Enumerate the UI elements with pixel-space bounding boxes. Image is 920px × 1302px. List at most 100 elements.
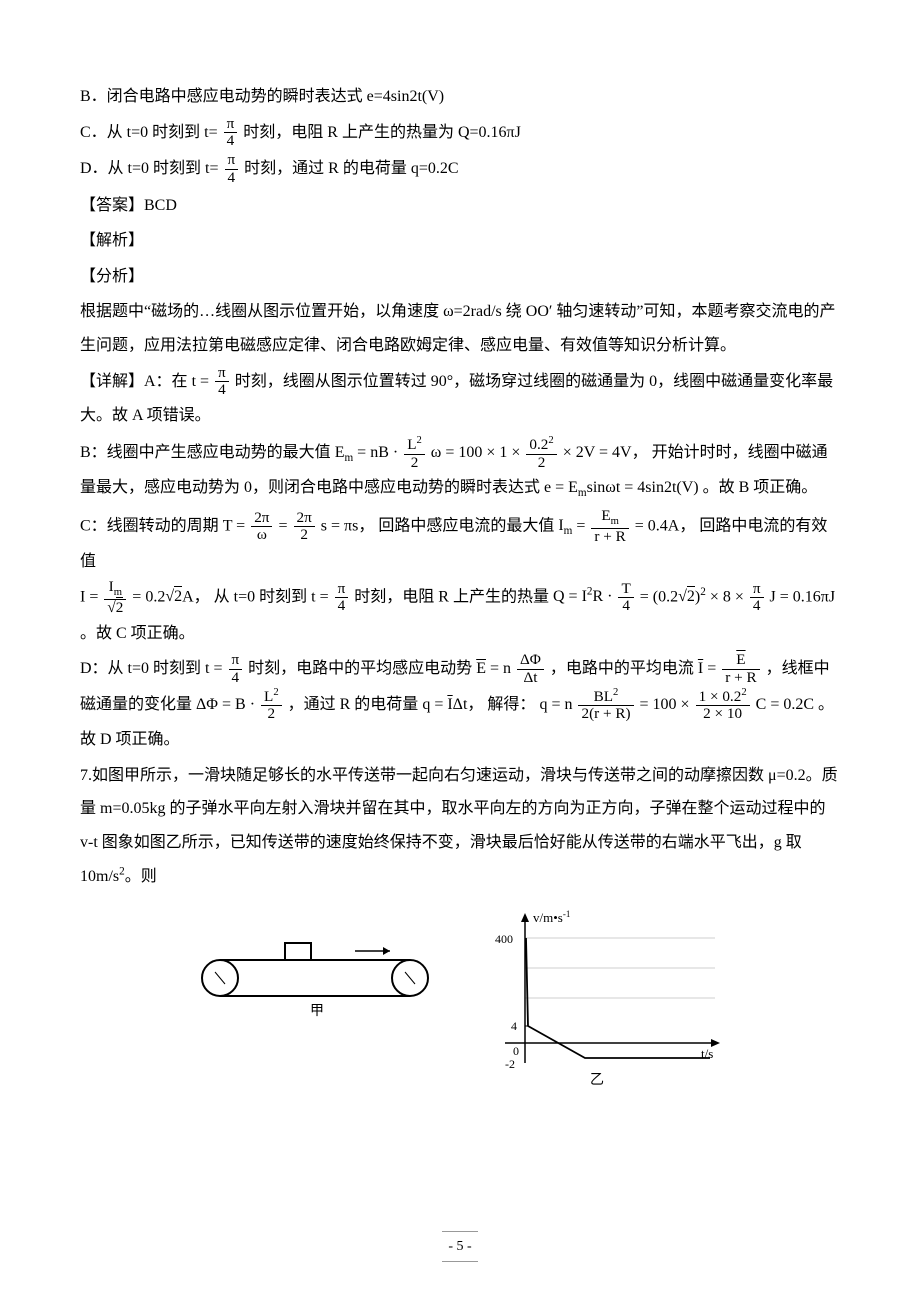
text: = 0.4A， xyxy=(635,517,696,534)
text: 7.如图甲所示，一滑块随足够长的水平传送带一起向右匀速运动，滑块与传送带之间的动… xyxy=(80,767,838,885)
text: 解得： xyxy=(487,696,535,713)
frac-2pi-2: 2π 2 xyxy=(294,510,315,544)
text: Δt， xyxy=(453,696,484,713)
text: s = πs， xyxy=(321,517,375,534)
num: 1 × 0.22 xyxy=(696,687,750,707)
frac-pi-4: π 4 xyxy=(229,652,243,686)
e-expr: e = Emsinωt = 4sin2t(V) xyxy=(544,479,699,496)
num: π xyxy=(225,152,239,170)
den: 4 xyxy=(618,598,633,615)
eq: = nB · xyxy=(357,444,402,461)
eq: = n xyxy=(490,660,511,677)
frac-022-2: 0.22 2 xyxy=(526,435,556,472)
text: 时刻，通过 R 的电荷量 q=0.2C xyxy=(244,160,458,177)
frac-im-sqrt2: Im 2 xyxy=(104,579,126,616)
den: 2 × 10 xyxy=(696,706,750,723)
den: 4 xyxy=(750,598,764,615)
svg-text:v/m•s-1: v/m•s-1 xyxy=(533,909,570,925)
svg-text:甲: 甲 xyxy=(310,1004,324,1018)
svg-text:0: 0 xyxy=(513,1044,519,1058)
frac-em-rr: Em r + R xyxy=(591,508,628,545)
detail-a: 【详解】A：在 t = π 4 时刻，线圈从图示位置转过 90°，磁场穿过线圈的… xyxy=(80,365,840,433)
q-eq: q = xyxy=(422,696,447,713)
frac-l2-2: L2 2 xyxy=(261,687,282,724)
text: ，通过 R 的电荷量 xyxy=(288,696,419,713)
q-expr: Q = I2R · xyxy=(553,588,617,605)
e-bar: E xyxy=(476,660,486,677)
den: 2 xyxy=(294,527,315,544)
detail-d: D：从 t=0 时刻到 t = π 4 时刻，电路中的平均感应电动势 E = n… xyxy=(80,652,840,757)
option-b: B．闭合电路中感应电动势的瞬时表达式 e=4sin2t(V) xyxy=(80,80,840,114)
text: D：从 t=0 时刻到 xyxy=(80,660,201,677)
frac-t-4: T 4 xyxy=(618,581,633,615)
sqrt2: 2 xyxy=(687,586,695,605)
text: 。则 xyxy=(125,868,157,885)
fenxi-label: 【分析】 xyxy=(80,260,840,294)
text: C：线圈转动的周期 xyxy=(80,517,219,534)
text: 从 t=0 时刻到 xyxy=(214,588,307,605)
i-bar: I xyxy=(698,660,703,677)
svg-text:乙: 乙 xyxy=(590,1072,604,1088)
text: D．从 t=0 时刻到 t= xyxy=(80,160,219,177)
num: π xyxy=(229,652,243,670)
num: 2π xyxy=(251,510,272,528)
den: 4 xyxy=(225,170,239,187)
text: × 8 × xyxy=(706,588,748,605)
text: × 2V = 4V， xyxy=(563,444,648,461)
figure-yi: v/m•s-1 t/s 400 4 0 -2 乙 xyxy=(465,908,725,1101)
frac-pi-4: π 4 xyxy=(335,581,349,615)
t: T = xyxy=(223,517,250,534)
text: J = 0.16πJ xyxy=(770,588,836,605)
den: 4 xyxy=(215,382,229,399)
t-eq: t = xyxy=(192,373,213,390)
frac-num-den: 1 × 0.22 2 × 10 xyxy=(696,687,750,724)
den: 2 xyxy=(526,455,556,472)
text: 时刻，电阻 R 上产生的热量为 Q=0.16πJ xyxy=(243,124,521,141)
sqrt2: 2 xyxy=(174,586,182,605)
q-n: q = n xyxy=(539,696,572,713)
svg-text:4: 4 xyxy=(511,1019,517,1033)
svg-text:400: 400 xyxy=(495,932,513,946)
num: E xyxy=(722,652,759,670)
num: π xyxy=(215,365,229,383)
text: ，电路中的平均电流 xyxy=(550,660,694,677)
num: 0.22 xyxy=(526,435,556,455)
den: 2 xyxy=(104,600,126,617)
text: = 0.2 xyxy=(132,588,165,605)
text: C = 0.2C xyxy=(756,696,814,713)
num: ΔΦ xyxy=(517,652,544,670)
jiexi-label: 【解析】 xyxy=(80,224,840,258)
den: 2 xyxy=(261,706,282,723)
option-c: C．从 t=0 时刻到 t= π 4 时刻，电阻 R 上产生的热量为 Q=0.1… xyxy=(80,116,840,151)
text: 时刻，电路中的平均感应电动势 xyxy=(248,660,472,677)
den: ω xyxy=(251,527,272,544)
text: 时刻，电阻 R 上产生的热量 xyxy=(354,588,549,605)
num: L2 xyxy=(261,687,282,707)
text: C．从 t=0 时刻到 t= xyxy=(80,124,218,141)
frac-bl2-2rr: BL2 2(r + R) xyxy=(578,687,633,724)
t-eq: t = xyxy=(205,660,226,677)
den: 4 xyxy=(229,670,243,687)
page-number: - 5 - xyxy=(0,1231,920,1262)
den: 2(r + R) xyxy=(578,706,633,723)
i-eq: I = xyxy=(80,588,102,605)
num: Em xyxy=(591,508,628,529)
den: 4 xyxy=(224,133,238,150)
figures-row: 甲 v/m•s-1 t/s 400 4 0 -2 xyxy=(80,908,840,1101)
frac-ebar-rr: E r + R xyxy=(722,652,759,686)
detail-c: C：线圈转动的周期 T = 2π ω = 2π 2 s = πs， 回路中感应电… xyxy=(80,508,840,650)
text: 【详解】A：在 xyxy=(80,373,188,390)
frac-dphi-dt: ΔΦ Δt xyxy=(517,652,544,686)
num: BL2 xyxy=(578,687,633,707)
text: 。故 B 项正确。 xyxy=(703,479,818,496)
im: Im xyxy=(558,517,572,534)
svg-text:-2: -2 xyxy=(505,1057,515,1071)
text: B：线圈中产生感应电动势的最大值 xyxy=(80,444,331,461)
answer-label: 【答案】BCD xyxy=(80,189,840,223)
text: ω = 100 × 1 × xyxy=(431,444,525,461)
frac-l2-2: L2 2 xyxy=(404,435,425,472)
num: T xyxy=(618,581,633,599)
detail-b: B：线圈中产生感应电动势的最大值 Em = nB · L2 2 ω = 100 … xyxy=(80,435,840,506)
num: π xyxy=(224,116,238,134)
eq: = 100 × xyxy=(640,696,694,713)
